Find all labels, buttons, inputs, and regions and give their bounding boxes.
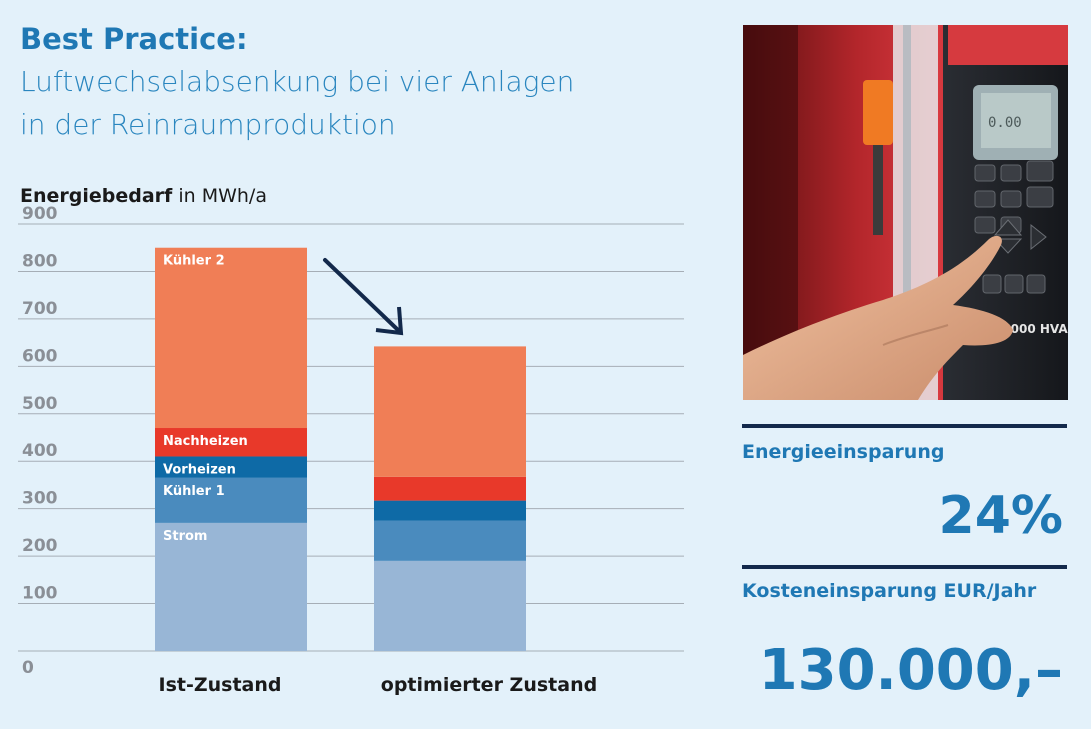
y-tick-label-900: 900 xyxy=(22,204,58,224)
cost-saving-label: Kosteneinsparung EUR/Jahr xyxy=(742,580,1037,602)
bar-segment-strom-0 xyxy=(155,522,307,651)
bar-segment-vorheizen-0 xyxy=(155,456,307,478)
stacked-bar-chart: 0 100 200 300 400 500 600 700 800 900 Strom Kühler… xyxy=(18,204,684,696)
energy-saving-label: Energieeinsparung xyxy=(742,441,945,463)
divider-top xyxy=(742,424,1067,428)
x-category-label-0: Ist-Zustand xyxy=(159,674,282,696)
y-tick-label-100: 100 xyxy=(22,584,58,604)
y-tick-label-600: 600 xyxy=(22,346,58,366)
y-tick-label-300: 300 xyxy=(22,489,58,509)
y-tick-label-700: 700 xyxy=(22,299,58,319)
chart-grid xyxy=(18,223,684,652)
y-tick-label-800: 800 xyxy=(22,251,58,271)
chart-bars: Strom Kühler 1 Vorheizen Nachheizen Kühler 2 xyxy=(155,247,526,651)
bar-segment-k-hler-1-0 xyxy=(155,477,307,523)
segment-label-nachheizen: Nachheizen xyxy=(163,434,248,449)
y-axis-title: Energiebedarf in MWh/a xyxy=(20,185,267,207)
y-axis-ticks: 0 100 200 300 400 500 600 700 800 900 xyxy=(22,204,58,678)
y-tick-label-0: 0 xyxy=(22,658,34,678)
page-subtitle-line-2: in der Reinraumproduktion xyxy=(20,108,396,141)
bar-segment-strom-1 xyxy=(374,560,526,651)
y-tick-label-500: 500 xyxy=(22,394,58,414)
bar-segment-nachheizen-1 xyxy=(374,476,526,501)
panel-display-text: 0.00 xyxy=(988,115,1022,131)
segment-label-vorheizen: Vorheizen xyxy=(163,462,236,477)
bar-segment-vorheizen-1 xyxy=(374,500,526,521)
bar-segment-k-hler-2-1 xyxy=(374,346,526,477)
page-subtitle-line-1: Luftwechselabsenkung bei vier Anlagen xyxy=(20,65,575,98)
bar-segment-k-hler-2-0 xyxy=(155,247,307,429)
bar-segment-k-hler-1-1 xyxy=(374,520,526,561)
hvac-control-panel-photo: 0.00 VLT 6000 HVAC xyxy=(743,25,1068,400)
bar-segment-nachheizen-0 xyxy=(155,428,307,457)
x-category-label-1: optimierter Zustand xyxy=(381,674,597,696)
y-axis-title-unit: in MWh/a xyxy=(172,185,267,207)
y-tick-label-200: 200 xyxy=(22,536,58,556)
segment-label-k-hler-2: Kühler 2 xyxy=(163,254,225,269)
segment-label-strom: Strom xyxy=(163,529,207,544)
x-axis-categories: Ist-Zustand optimierter Zustand xyxy=(159,674,598,696)
reduction-arrow-icon xyxy=(323,258,404,336)
cost-saving-value: 130.000,– xyxy=(758,638,1063,703)
energy-saving-value: 24% xyxy=(938,486,1063,546)
divider-bottom xyxy=(742,565,1067,569)
y-axis-title-bold: Energiebedarf xyxy=(20,185,173,207)
page-title: Best Practice: xyxy=(20,22,248,56)
segment-label-k-hler-1: Kühler 1 xyxy=(163,484,225,499)
y-tick-label-400: 400 xyxy=(22,441,58,461)
